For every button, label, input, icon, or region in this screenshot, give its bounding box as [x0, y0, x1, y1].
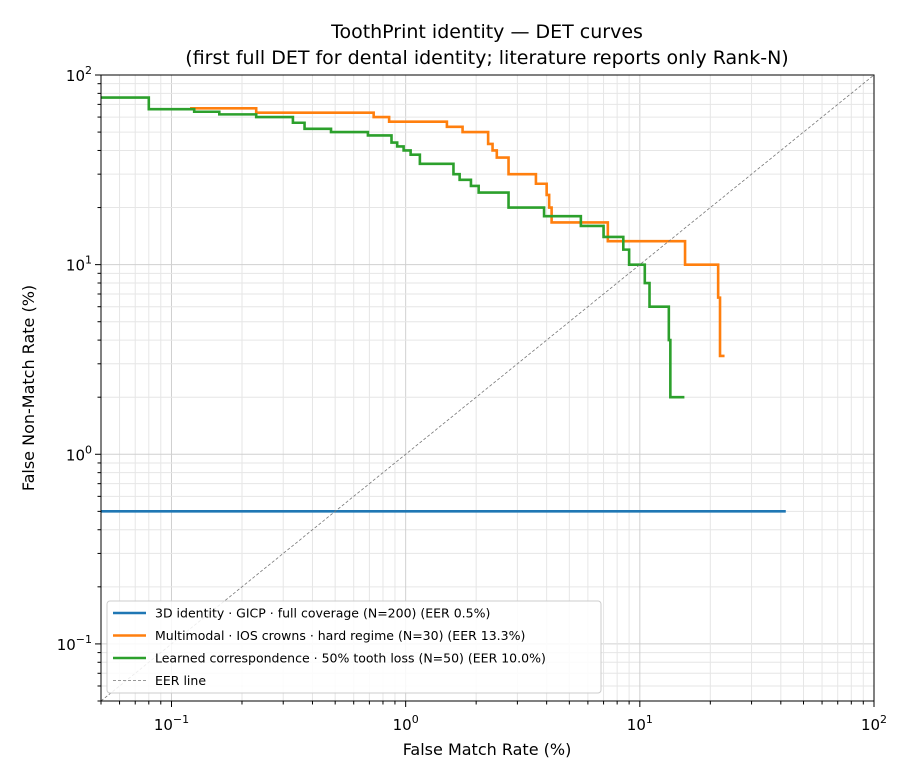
legend-label: Learned correspondence · 50% tooth loss …	[155, 651, 546, 666]
series-line-1	[190, 107, 725, 358]
series-group	[101, 75, 874, 701]
plot-frame	[100, 74, 875, 702]
x-tick-label: 10−1	[154, 713, 189, 734]
chart-subtitle: (first full DET for dental identity; lit…	[185, 47, 788, 69]
x-tick-label: 101	[627, 713, 653, 734]
x-axis-label: False Match Rate (%)	[403, 740, 572, 759]
legend: 3D identity · GICP · full coverage (N=20…	[106, 600, 602, 694]
legend-frame	[106, 600, 602, 694]
y-tick-label: 100	[66, 443, 92, 464]
series-line-2	[101, 96, 685, 399]
y-tick-label: 101	[66, 254, 92, 275]
y-tick-label: 102	[66, 64, 92, 85]
y-tick-label: 10−1	[57, 633, 92, 654]
ticks: 10−1 100 101 102 10−1 100 101 102	[57, 64, 887, 734]
legend-label: EER line	[155, 673, 206, 688]
legend-label: 3D identity · GICP · full coverage (N=20…	[155, 606, 490, 621]
x-tick-label: 102	[861, 713, 887, 734]
y-axis-label: False Non-Match Rate (%)	[19, 285, 38, 491]
series-line-3	[101, 75, 874, 701]
legend-label: Multimodal · IOS crowns · hard regime (N…	[155, 628, 525, 643]
chart-title: ToothPrint identity — DET curves	[330, 21, 643, 43]
x-tick-label: 100	[393, 713, 419, 734]
